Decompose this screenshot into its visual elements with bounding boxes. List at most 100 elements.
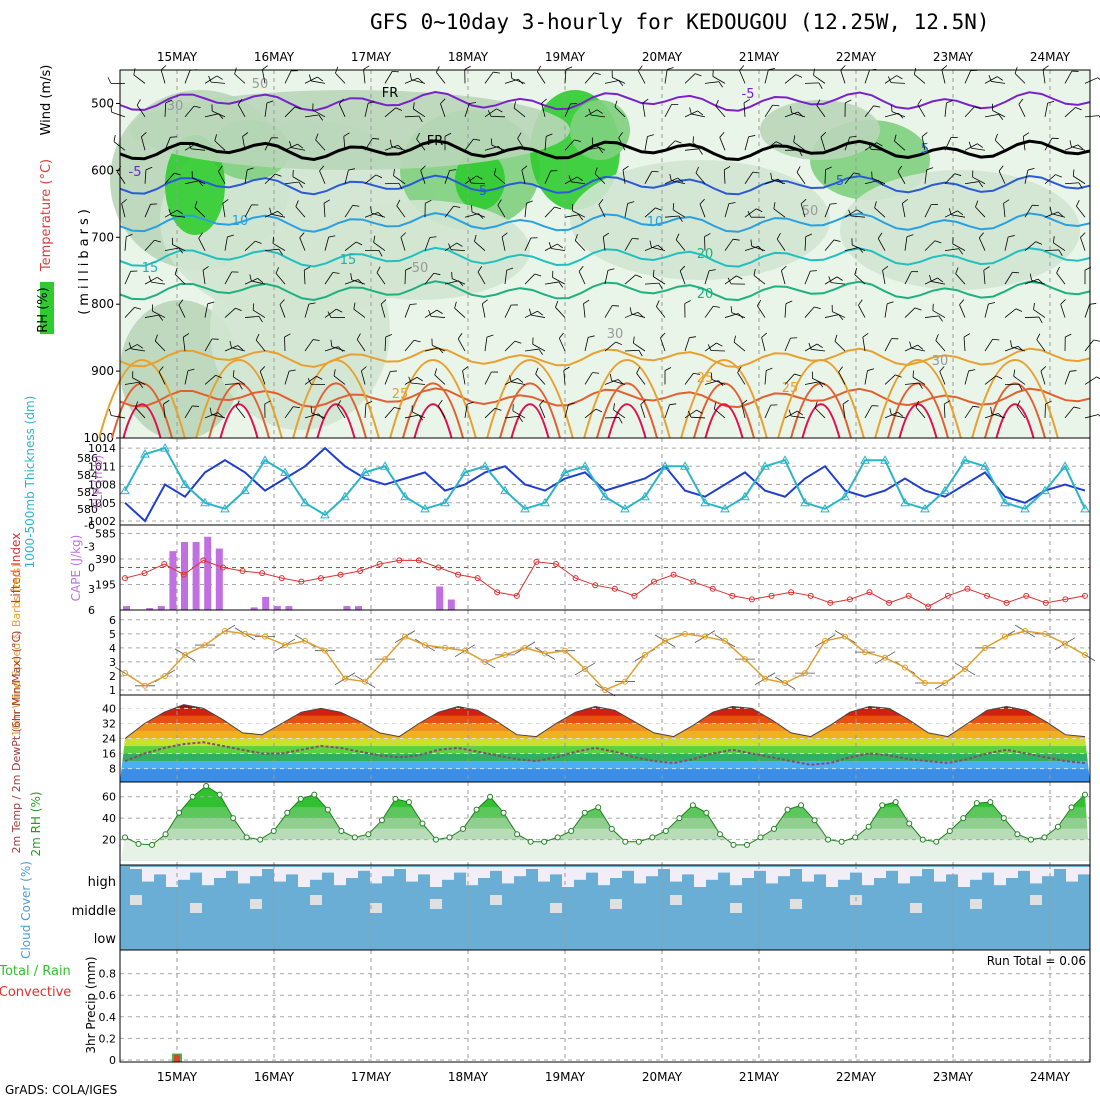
wind-barb (622, 165, 629, 184)
rh-marker (189, 793, 196, 800)
contour-label: 20 (697, 287, 714, 302)
wind-barb (563, 366, 570, 385)
wind-barb (889, 408, 906, 419)
wind-barb-flag (1018, 98, 1024, 105)
wind-barb (384, 333, 393, 352)
wind-barb-flag (773, 202, 776, 209)
wind-barb-flag (317, 76, 324, 82)
footer-credit: GrADS: COLA/IGES (5, 1083, 118, 1097)
top-day-label: 21MAY (739, 50, 780, 64)
wind-barb (343, 132, 350, 151)
wind-barb (373, 235, 386, 251)
wind-barb (804, 343, 823, 352)
wind-barb-flag (887, 76, 892, 83)
wind-speed-marker (1002, 633, 1008, 640)
wind-barb-flag (712, 69, 714, 77)
wind-barb (344, 241, 363, 251)
wind-speed-marker (382, 656, 388, 663)
wind-barb (652, 269, 666, 285)
wind-barb-shaft (1056, 272, 1066, 285)
wind-barb (723, 166, 731, 184)
wind-barb-shaft (924, 240, 936, 251)
wind-barb-shaft (864, 370, 868, 385)
wind-barb-flag (517, 132, 522, 139)
slp-marker (140, 449, 150, 458)
wind-barb-flag (848, 209, 852, 217)
wind-barb-shaft (151, 281, 166, 285)
wind-barb-flag (141, 132, 147, 138)
wind-barb (555, 300, 566, 318)
wind-barb-shaft (939, 371, 946, 385)
wind-barb (184, 405, 199, 419)
temp-tick-label: 24 (102, 733, 116, 746)
wind-barb-flag (736, 275, 743, 280)
wind-speed-marker (562, 647, 568, 654)
cloud-middle-gap (370, 903, 382, 913)
wind-barb-flag (727, 277, 732, 285)
wind-barb-shaft (539, 404, 546, 419)
cloud-high-gap (538, 867, 550, 882)
wind-barb (303, 266, 311, 285)
wind-barb-shaft (598, 204, 606, 218)
wind-barb-flag (163, 400, 170, 405)
wind-barb-flag (429, 236, 437, 238)
slp-marker (780, 455, 790, 464)
wind-barb-flag (613, 403, 615, 410)
dewpoint-line (124, 741, 1086, 766)
wind-barb-flag (490, 138, 493, 146)
cape-bar (250, 607, 258, 610)
wind-barb-shaft (470, 182, 486, 185)
wind-barb-shaft (457, 338, 466, 352)
wind-barb (284, 333, 291, 352)
wind-barb-flag (679, 265, 686, 272)
wind-barb (642, 98, 649, 117)
wind-barb (864, 142, 883, 151)
li-marker (572, 575, 579, 582)
wind-barb (664, 215, 683, 222)
slp-marker (280, 467, 290, 476)
wind-barb (535, 367, 546, 385)
wind-barb (796, 166, 806, 184)
wind-barb (684, 372, 701, 385)
wind-barb-shaft (451, 249, 466, 252)
wind-barb-shaft (198, 237, 206, 251)
wind-speed-line (124, 630, 1086, 691)
wind-barb (636, 367, 646, 385)
wind-barb-shaft (481, 303, 486, 318)
wind-barb-flag (471, 205, 473, 212)
cloud-middle-gap (190, 903, 202, 913)
wind-barb-shaft (464, 138, 474, 151)
wind-barb-shaft (864, 405, 873, 419)
wind-barb-shaft (624, 349, 640, 352)
wind-barb (684, 148, 703, 155)
wind-barb-shaft (664, 215, 679, 218)
contour-label: 5 (479, 184, 487, 199)
rh-marker (662, 828, 669, 834)
wind-barb-shaft (259, 371, 266, 385)
li-marker (925, 603, 932, 610)
wind-speed-marker (342, 675, 348, 682)
wind-barb-flag (1057, 211, 1064, 217)
wind-barb-flag (998, 114, 1004, 121)
wind-barb (816, 99, 826, 118)
wind-barb-shaft (941, 69, 946, 84)
wind-barb (504, 415, 523, 423)
wind-barb (804, 233, 813, 251)
wind-barb (420, 165, 426, 184)
wind-barb (404, 77, 424, 84)
wind-barb-flag (935, 334, 939, 341)
wind-barb-flag (337, 400, 342, 407)
wind-barb (764, 141, 783, 151)
wind-barb (264, 173, 282, 185)
wind-barb-shaft (304, 114, 319, 118)
wind-barb-flag (462, 366, 469, 372)
wind-barb (204, 412, 224, 419)
slp-marker (420, 503, 430, 513)
wind-barb-flag (316, 375, 323, 380)
wind-barb (944, 173, 962, 185)
wind-barb-shaft (440, 103, 446, 117)
wind-barb-shaft (376, 272, 386, 285)
wind-barb (884, 112, 904, 119)
wind-barb-shaft (971, 147, 986, 151)
wind-barb (521, 165, 528, 184)
